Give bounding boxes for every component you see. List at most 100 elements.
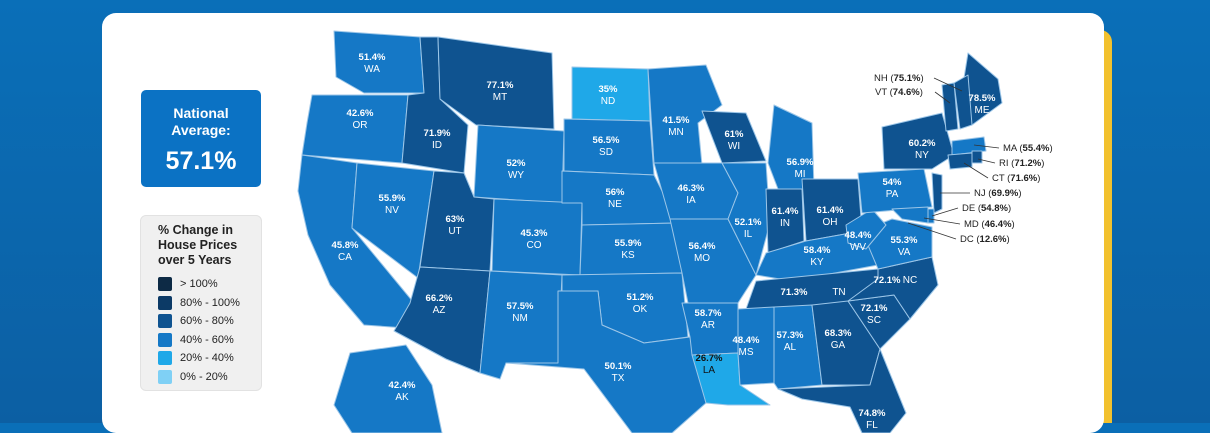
state-label-va: VA (898, 247, 911, 258)
callout-abbr: NJ ( (974, 188, 992, 199)
state-wi (701, 110, 767, 164)
state-label-or: OR (353, 120, 368, 131)
state-ct (947, 152, 973, 170)
legend-swatch (158, 351, 172, 366)
callout-abbr: VT ( (875, 87, 894, 98)
callout-value: 55.4% (1023, 143, 1050, 154)
legend-title-line: over 5 Years (158, 253, 232, 267)
state-value-mn: 41.5% (663, 115, 690, 126)
state-wa (333, 30, 425, 94)
legend-label: 0% - 20% (180, 370, 228, 383)
legend-item: 80% - 100% (141, 294, 261, 313)
state-label-al: AL (784, 342, 797, 353)
state-value-wi: 61% (724, 129, 744, 140)
legend-item: > 100% (141, 275, 261, 294)
callout-abbr: NH ( (874, 73, 894, 84)
legend-label: > 100% (180, 278, 218, 291)
legend-swatch (158, 332, 172, 347)
state-label-ut: UT (448, 226, 461, 237)
state-fl (777, 348, 907, 433)
national-average-box: National Average: 57.1% (141, 90, 261, 187)
state-value-nc: 72.1% (874, 275, 901, 286)
state-value-in: 61.4% (772, 206, 799, 217)
state-label-mo: MO (694, 253, 710, 264)
state-value-ny: 60.2% (909, 138, 936, 149)
state-label-ny: NY (915, 150, 929, 161)
legend-swatch (158, 295, 172, 310)
state-value-il: 52.1% (735, 217, 762, 228)
state-pa (857, 168, 933, 214)
callout-leader-line (934, 91, 951, 104)
state-value-fl: 74.8% (859, 408, 886, 419)
legend-label: 20% - 40% (180, 352, 234, 365)
national-average-label-line2: Average: (171, 122, 231, 138)
state-or (301, 94, 409, 164)
callout-leader-line (933, 77, 963, 92)
callout-abbr: MA ( (1003, 143, 1023, 154)
state-ks (579, 222, 683, 276)
legend-title-line: House Prices (158, 238, 238, 252)
state-value-ut: 63% (445, 214, 465, 225)
state-value-mo: 56.4% (689, 241, 716, 252)
state-label-wa: WA (364, 64, 380, 75)
state-value-wv: 48.4% (845, 230, 872, 241)
state-value-or: 42.6% (347, 108, 374, 119)
legend-item: 0% - 20% (141, 368, 261, 387)
state-label-tx: TX (612, 373, 625, 384)
callout-value: 71.2% (1014, 158, 1041, 169)
state-mi (767, 104, 815, 190)
state-label-id: ID (432, 140, 442, 151)
state-value-ok: 51.2% (627, 292, 654, 303)
state-label-mn: MN (668, 127, 684, 138)
callout-de: DE (54.8%) (962, 203, 1011, 214)
callout-dc: DC (12.6%) (960, 234, 1010, 245)
state-ny (881, 112, 955, 170)
callout-abbr: MD ( (964, 219, 985, 230)
state-label-wi: WI (728, 141, 740, 152)
state-label-ar: AR (701, 320, 715, 331)
state-value-oh: 61.4% (817, 205, 844, 216)
callout-leader-line (973, 144, 1000, 149)
state-label-in: IN (780, 218, 790, 229)
state-value-wa: 51.4% (359, 52, 386, 63)
us-map: 51.4%WA42.6%OR45.8%CA55.9%NV71.9%ID77.1%… (297, 30, 1053, 433)
state-label-nc: NC (903, 275, 917, 286)
state-value-az: 66.2% (426, 293, 453, 304)
state-value-al: 57.3% (777, 330, 804, 341)
state-value-nm: 57.5% (507, 301, 534, 312)
state-nj (931, 172, 943, 214)
state-mt (437, 36, 555, 130)
state-label-fl: FL (866, 420, 878, 431)
legend-title: % Change in House Prices over 5 Years (141, 216, 261, 268)
legend-label: 40% - 60% (180, 333, 234, 346)
state-md (891, 206, 929, 224)
callout-abbr: DE ( (962, 203, 982, 214)
state-value-pa: 54% (882, 177, 902, 188)
legend-rows: > 100% 80% - 100% 60% - 80% 40% - 60% 20% - … (141, 275, 261, 386)
callout-vt: VT (74.6%) (875, 87, 923, 98)
state-label-ky: KY (810, 257, 824, 268)
callout-value: 71.6% (1010, 173, 1037, 184)
callout-value: 54.8% (981, 203, 1008, 214)
callout-leader-line (963, 162, 989, 179)
callout-ri: RI (71.2%) (999, 158, 1044, 169)
state-value-ms: 48.4% (733, 335, 760, 346)
state-value-mi: 56.9% (787, 157, 814, 168)
state-value-co: 45.3% (521, 228, 548, 239)
callout-leader-line (923, 217, 961, 225)
callout-ma: MA (55.4%) (1003, 143, 1053, 154)
callout-value: 69.9% (991, 188, 1018, 199)
state-value-sc: 72.1% (861, 303, 888, 314)
state-value-wy: 52% (506, 158, 526, 169)
callout-abbr: CT ( (992, 173, 1011, 184)
state-label-ca: CA (338, 252, 352, 263)
legend-item: 20% - 40% (141, 349, 261, 368)
state-value-nd: 35% (598, 84, 618, 95)
legend-swatch (158, 314, 172, 329)
state-value-tn: 71.3% (781, 287, 808, 298)
state-label-me: ME (975, 105, 990, 116)
callout-leader-line (977, 158, 996, 164)
state-tx (505, 290, 707, 433)
state-value-ks: 55.9% (615, 238, 642, 249)
legend-swatch (158, 277, 172, 292)
